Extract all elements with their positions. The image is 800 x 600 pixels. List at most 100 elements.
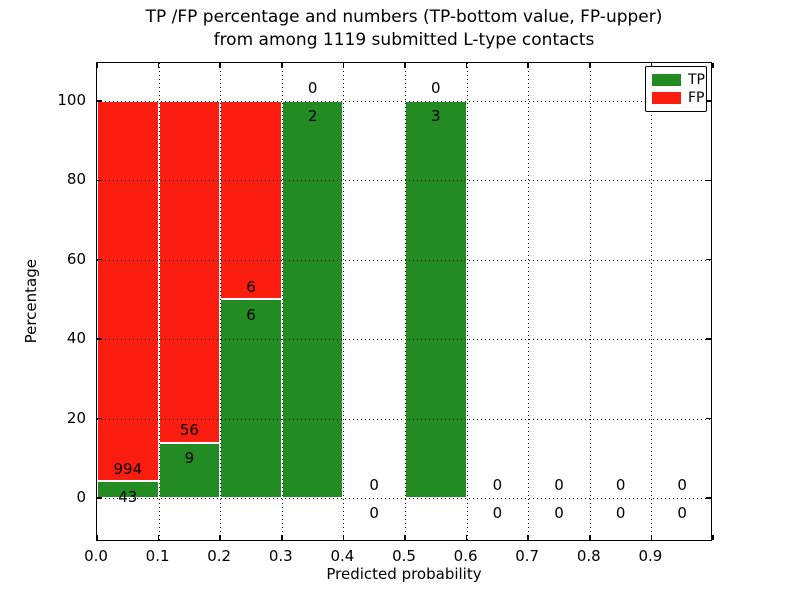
gridline-vertical [651, 63, 653, 540]
y-tick-label: 100 [57, 90, 86, 109]
x-tick-label: 0.9 [638, 547, 663, 565]
y-tick-mark [97, 179, 102, 182]
tp-count-label: 9 [184, 449, 195, 468]
fp-count-label: 0 [554, 476, 564, 495]
chart-title-line1: TP /FP percentage and numbers (TP-bottom… [145, 7, 663, 27]
gridline-vertical [343, 63, 345, 540]
y-tick-mark-right [706, 338, 711, 340]
tp-count-label: 0 [677, 504, 687, 523]
gridline-horizontal [97, 418, 711, 420]
tp-count-label: 6 [246, 305, 256, 324]
tp-count-label: 0 [369, 504, 379, 523]
x-axis-label: Predicted probability [326, 565, 482, 583]
fp-count-label: 56 [179, 421, 199, 440]
x-tick-label: 0.0 [84, 547, 108, 565]
y-tick-mark-right [706, 497, 711, 499]
x-tick-mark-top [527, 63, 529, 68]
y-tick-label: 0 [76, 487, 86, 506]
x-tick-mark [281, 535, 283, 540]
x-tick-mark [96, 535, 98, 540]
bar-segment-tp [158, 442, 221, 498]
tp-count-label: 0 [554, 504, 564, 523]
legend: TP FP [645, 66, 707, 112]
x-tick-label: 0.8 [576, 547, 601, 565]
bar-segment-tp [220, 299, 282, 498]
bar-segment-fp [220, 100, 282, 300]
fp-count-label: 0 [677, 476, 687, 495]
x-tick-mark-top [589, 63, 591, 68]
plot-area: 994 43 56 9 6 6 0 2 0 0 0 3 0 0 0 0 0 0 0 0 [96, 62, 714, 541]
y-tick-mark [97, 497, 102, 499]
gridline-horizontal [97, 339, 711, 341]
chart-title: TP /FP percentage and numbers (TP-bottom… [96, 6, 712, 52]
fp-count-label: 6 [246, 277, 256, 296]
gridline-vertical [528, 63, 530, 540]
tp-count-label: 0 [615, 504, 626, 523]
y-tick-mark-right [706, 258, 711, 261]
tp-count-label: 43 [118, 487, 138, 506]
x-tick-mark-top [281, 63, 283, 68]
x-tick-mark-top [650, 63, 653, 68]
gridline-horizontal [97, 497, 711, 499]
tp-count-label: 2 [307, 107, 318, 125]
fp-count-label: 0 [492, 476, 503, 495]
x-tick-mark [404, 535, 406, 540]
tp-count-label: 0 [492, 504, 503, 523]
tp-count-label: 3 [431, 107, 441, 125]
legend-entry-fp: FP [652, 91, 706, 105]
y-tick-mark [97, 100, 102, 102]
y-tick-label: 40 [66, 329, 86, 348]
y-tick-label: 80 [66, 170, 86, 189]
y-tick-mark-right [706, 100, 711, 102]
x-tick-label: 0.1 [145, 547, 170, 565]
y-tick-mark-right [706, 417, 711, 420]
gridline-vertical [589, 63, 591, 540]
x-tick-mark [157, 535, 160, 540]
x-tick-mark-top [96, 63, 98, 68]
fp-count-label: 0 [615, 476, 626, 495]
x-tick-mark [589, 535, 591, 540]
bar-segment-fp [158, 100, 221, 443]
gridline-horizontal [97, 180, 711, 182]
x-tick-label: 0.7 [515, 547, 540, 565]
fp-count-label: 0 [369, 476, 379, 495]
legend-swatch-tp-icon [652, 74, 681, 86]
x-tick-mark [650, 535, 653, 540]
fp-count-label: 0 [431, 79, 441, 98]
gridline-vertical [466, 63, 468, 540]
x-tick-label: 0.3 [268, 547, 293, 565]
x-tick-label: 0.5 [392, 547, 416, 565]
gridline-vertical [158, 63, 160, 540]
x-tick-mark-top [157, 63, 160, 68]
x-tick-mark [342, 535, 345, 540]
fp-count-label: 994 [113, 459, 143, 478]
x-tick-label: 0.4 [330, 547, 355, 565]
fp-count-label: 0 [307, 79, 318, 98]
bar-segment-tp [281, 100, 344, 498]
legend-swatch-fp-icon [652, 92, 681, 104]
y-tick-mark [97, 338, 102, 340]
bar-segment-fp [97, 100, 159, 482]
x-tick-mark [219, 535, 221, 540]
y-tick-mark-right [706, 179, 711, 182]
y-axis-label-wrap: Percentage [18, 62, 44, 541]
gridline-horizontal [97, 100, 711, 102]
y-tick-label: 20 [66, 408, 86, 427]
x-tick-mark-top [712, 63, 714, 68]
x-tick-mark-top [465, 63, 468, 68]
chart-title-line2: from among 1119 submitted L-type contact… [213, 30, 595, 50]
legend-entry-tp: TP [652, 73, 706, 87]
bar-segment-tp [97, 481, 159, 498]
x-tick-label: 0.6 [453, 547, 478, 565]
x-tick-label: 0.2 [207, 547, 232, 565]
x-tick-mark-top [219, 63, 221, 68]
gridline-horizontal [97, 259, 711, 261]
x-tick-mark-top [404, 63, 406, 68]
gridline-vertical [281, 63, 283, 540]
y-tick-mark [97, 417, 102, 420]
x-tick-mark-top [342, 63, 345, 68]
bar-segment-tp [405, 100, 467, 498]
legend-label-tp: TP [688, 72, 705, 88]
x-tick-mark [465, 535, 468, 540]
